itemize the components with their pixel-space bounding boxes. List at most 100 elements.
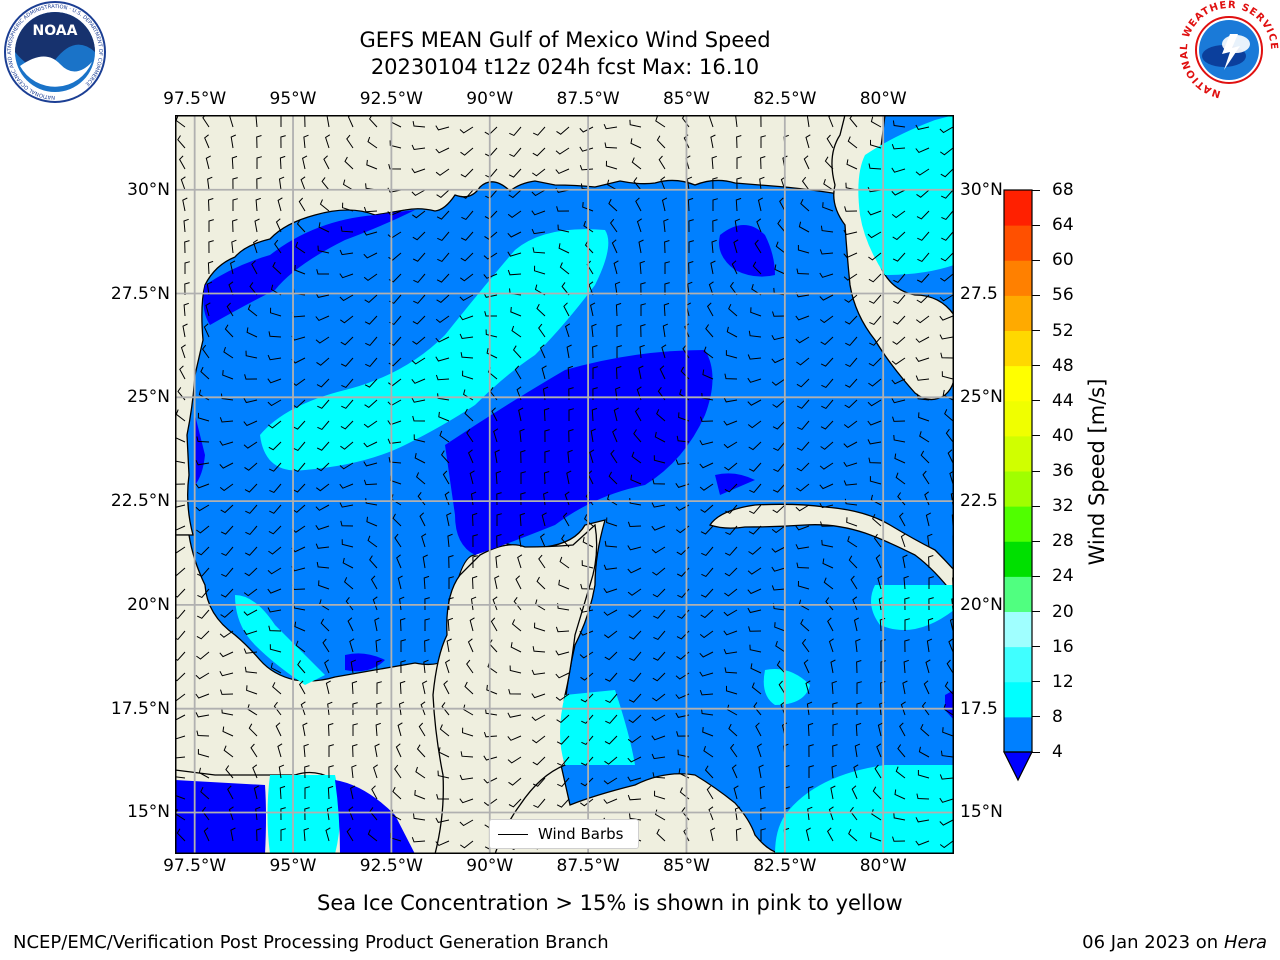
wind-barb bbox=[339, 502, 354, 508]
wind-barb bbox=[494, 575, 500, 590]
wind-barb bbox=[339, 462, 354, 470]
wind-barb bbox=[222, 370, 234, 380]
wind-barb bbox=[363, 461, 378, 467]
wind-barb bbox=[579, 165, 594, 171]
wind-barb bbox=[411, 378, 426, 384]
wind-barb bbox=[753, 702, 762, 716]
colorbar-tick-label: 28 bbox=[1052, 531, 1074, 552]
wind-barb bbox=[367, 136, 378, 149]
wind-barb bbox=[206, 281, 213, 296]
wind-barb bbox=[677, 749, 690, 758]
colorbar-tick-label: 44 bbox=[1052, 390, 1074, 411]
wind-barb bbox=[243, 420, 258, 427]
wind-barb bbox=[459, 126, 474, 134]
wind-barb bbox=[927, 617, 934, 632]
wind-barb bbox=[579, 630, 594, 636]
wind-barb bbox=[486, 348, 498, 359]
wind-barb bbox=[520, 450, 526, 464]
wind-barb bbox=[303, 827, 309, 842]
wind-barb bbox=[448, 555, 454, 569]
wind-barb bbox=[796, 357, 810, 366]
wind-barb bbox=[726, 326, 738, 338]
wind-barb bbox=[348, 806, 354, 821]
colorbar-tick-mark bbox=[1032, 716, 1040, 718]
footer-machine: Hera bbox=[1223, 932, 1267, 953]
wind-barb bbox=[532, 646, 546, 653]
wind-barb bbox=[220, 393, 234, 401]
wind-barb bbox=[940, 252, 954, 262]
wind-barb bbox=[751, 682, 762, 695]
wind-barb bbox=[207, 260, 214, 275]
wind-barb bbox=[843, 420, 858, 429]
colorbar-tick-label: 24 bbox=[1052, 566, 1074, 587]
wind-barb bbox=[472, 534, 478, 548]
wind-barb bbox=[870, 832, 882, 842]
wind-barb bbox=[917, 252, 930, 263]
wind-barb bbox=[340, 226, 354, 233]
wind-barb bbox=[555, 672, 570, 679]
colorbar-tick-mark bbox=[1032, 294, 1040, 296]
wind-barb bbox=[175, 567, 186, 576]
wind-barb bbox=[607, 494, 618, 506]
wind-barb bbox=[423, 575, 430, 590]
wind-barb bbox=[778, 680, 786, 695]
wind-barb bbox=[340, 315, 354, 324]
wind-barb bbox=[821, 399, 834, 410]
wind-barb bbox=[636, 218, 642, 233]
wind-barb bbox=[224, 324, 234, 338]
wind-barb bbox=[664, 261, 670, 274]
wind-barb bbox=[651, 502, 666, 508]
colorbar-segment bbox=[1004, 611, 1032, 648]
wind-barb bbox=[221, 546, 234, 557]
graticule bbox=[175, 115, 954, 854]
colorbar-segment bbox=[1004, 716, 1032, 753]
wind-speed-map bbox=[175, 115, 954, 854]
wind-barb bbox=[486, 684, 498, 695]
wind-barb bbox=[652, 672, 666, 682]
wind-barb bbox=[892, 120, 906, 128]
wind-barb bbox=[350, 659, 356, 674]
wind-barb bbox=[892, 836, 906, 842]
wind-barb bbox=[772, 399, 786, 408]
wind-barb bbox=[471, 575, 478, 590]
wind-barb bbox=[244, 666, 258, 674]
wind-barb bbox=[830, 659, 836, 674]
wind-barb bbox=[532, 126, 546, 136]
wind-barb bbox=[204, 134, 210, 149]
wind-barb bbox=[568, 408, 574, 421]
colorbar-segment bbox=[1004, 190, 1032, 226]
wind-barb bbox=[638, 239, 644, 254]
wind-barb bbox=[891, 144, 906, 150]
wind-barb bbox=[219, 462, 234, 469]
wind-barb bbox=[339, 483, 354, 489]
wind-barb bbox=[267, 607, 282, 613]
wind-barb bbox=[324, 659, 330, 674]
wind-barb bbox=[437, 252, 450, 263]
wind-barb bbox=[351, 764, 357, 779]
lat-tick-label: 27.5°N bbox=[110, 283, 170, 304]
wind-barb bbox=[253, 239, 258, 254]
wind-barb bbox=[676, 435, 690, 443]
wind-barb bbox=[424, 639, 430, 653]
wind-barb bbox=[891, 189, 906, 196]
wind-barb bbox=[940, 273, 954, 282]
wind-barb bbox=[460, 840, 474, 849]
wind-barb bbox=[723, 609, 738, 617]
wind-barb bbox=[515, 575, 522, 590]
wind-barb bbox=[795, 315, 810, 321]
wind-barb bbox=[232, 177, 238, 191]
wind-barb bbox=[268, 525, 282, 535]
wind-barb bbox=[826, 134, 834, 149]
wind-barb bbox=[843, 252, 858, 259]
wind-barb bbox=[749, 504, 762, 515]
wind-barb bbox=[496, 534, 502, 548]
wind-barb bbox=[771, 585, 786, 591]
wind-barb bbox=[873, 533, 882, 548]
wind-barb bbox=[627, 545, 642, 551]
wind-barb bbox=[460, 273, 474, 282]
wind-barb bbox=[196, 546, 210, 556]
wind-barb bbox=[182, 197, 188, 212]
colorbar-tick-mark bbox=[1032, 189, 1040, 191]
wind-barb bbox=[629, 498, 642, 506]
wind-barb bbox=[412, 121, 426, 128]
